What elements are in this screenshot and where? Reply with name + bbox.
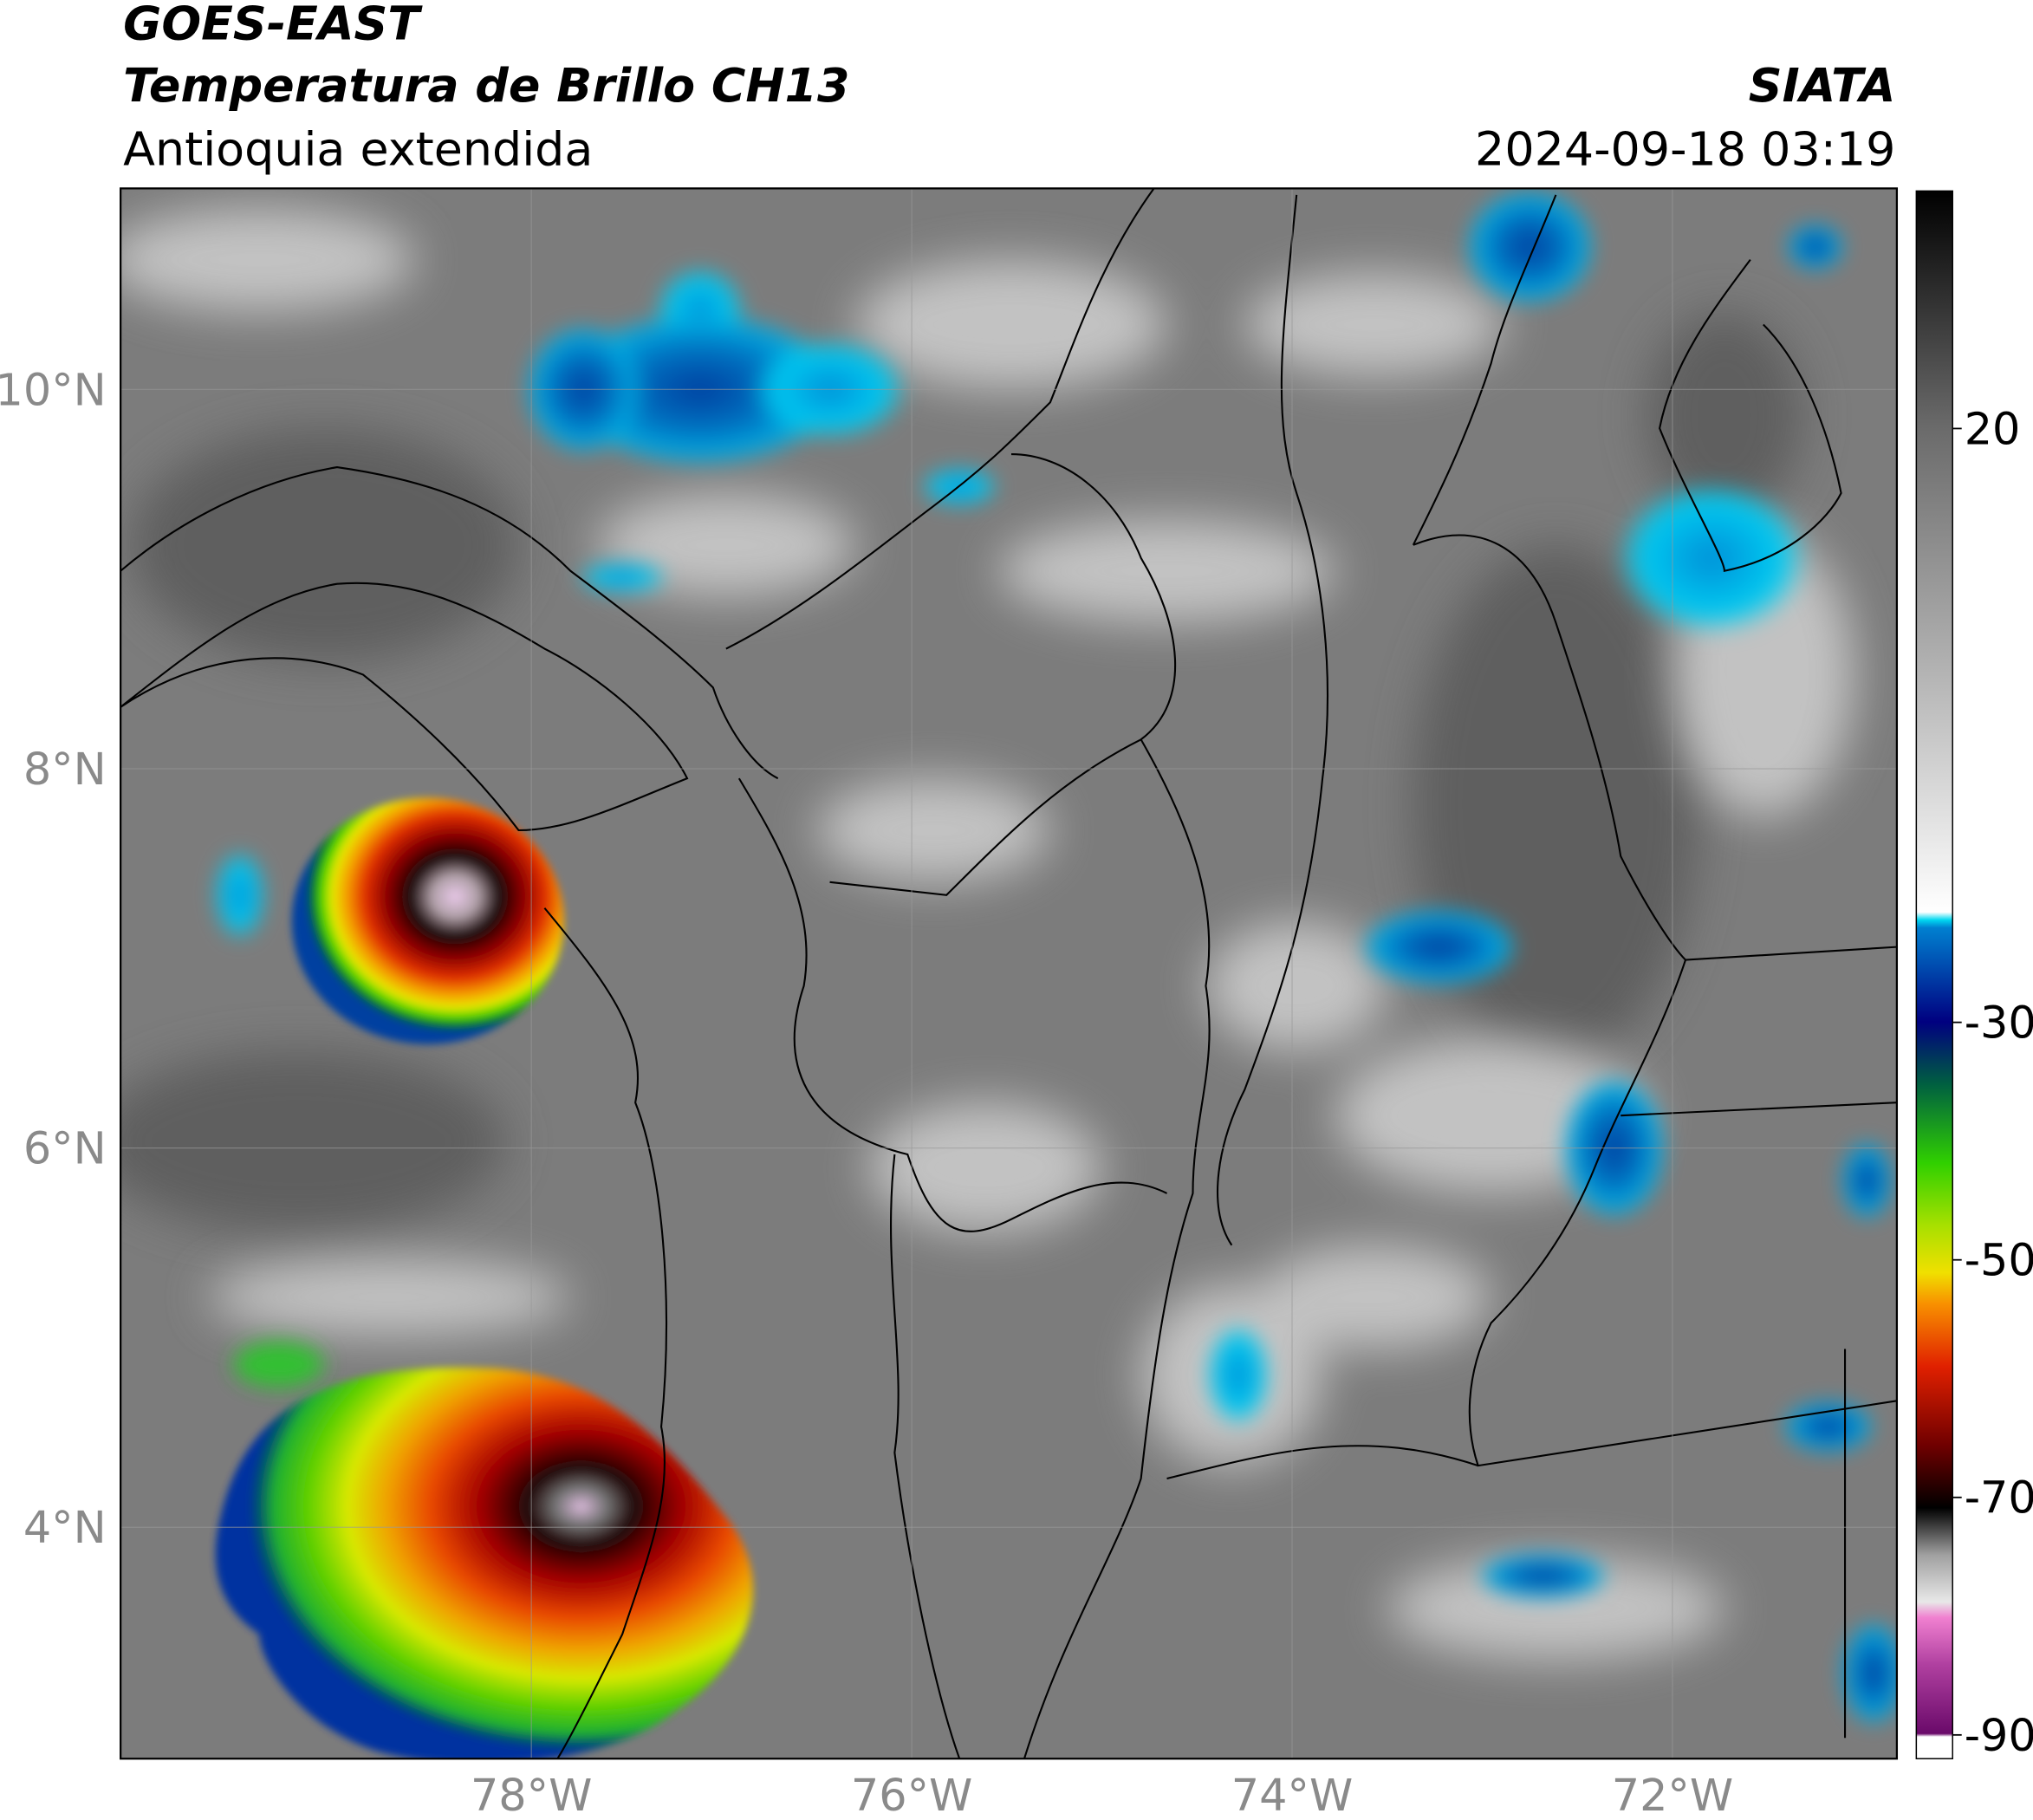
x-tick-label: 78°W — [471, 1770, 592, 1820]
datetime: 2024-09-18 03:19 — [1475, 121, 1895, 176]
grid — [120, 188, 1897, 1759]
colorbar-tick-label: 20 — [1965, 403, 2021, 454]
y-tick-label: 8°N — [23, 744, 107, 795]
y-tick-label: 6°N — [23, 1123, 107, 1174]
convective-storms — [215, 797, 753, 1759]
x-tick-label: 72°W — [1612, 1770, 1733, 1820]
colorbar — [1915, 190, 1953, 1759]
x-tick-label: 74°W — [1231, 1770, 1353, 1820]
colorbar-tick-label: -50 — [1965, 1235, 2033, 1286]
subtitle: Temperatura de Brillo CH13 — [123, 58, 849, 113]
region: Antioquia extendida — [123, 121, 593, 176]
y-tick-label: 10°N — [0, 364, 107, 415]
source: SIATA — [1749, 58, 1896, 113]
colorbar-tick-label: -90 — [1965, 1710, 2033, 1761]
map-imagery — [120, 188, 1897, 1759]
colorbar-tick-label: -70 — [1965, 1472, 2033, 1524]
x-tick-label: 76°W — [851, 1770, 972, 1820]
borders — [120, 188, 1897, 1759]
clouds — [120, 207, 1854, 1661]
title: GOES-EAST — [123, 0, 423, 50]
colorbar-tick-label: -30 — [1965, 998, 2033, 1049]
map-frame — [120, 187, 1899, 1760]
y-tick-label: 4°N — [23, 1502, 107, 1553]
